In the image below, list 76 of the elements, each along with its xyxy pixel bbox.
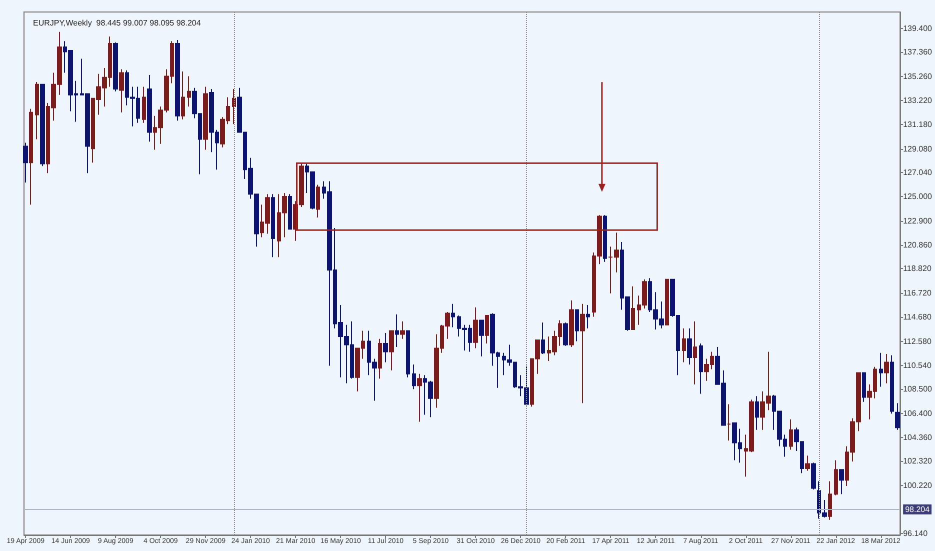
y-tick-label: 139.400 [903, 24, 933, 33]
candlestick [400, 320, 405, 340]
candlestick [699, 343, 703, 394]
y-tick-label: 112.580 [903, 336, 932, 346]
candlestick [693, 320, 697, 385]
candlestick [839, 469, 844, 495]
candlestick [687, 328, 692, 366]
y-tick-label: 118.820 [903, 264, 932, 274]
candlestick [805, 455, 810, 472]
candlestick [271, 194, 275, 258]
candlestick [569, 300, 574, 348]
candlestick [316, 184, 320, 218]
candlestick [29, 108, 33, 206]
candlestick [417, 373, 422, 422]
candlestick [35, 82, 39, 140]
candlestick [389, 330, 394, 371]
candlestick [451, 303, 455, 328]
candlestick [181, 71, 185, 120]
candlestick [147, 74, 152, 142]
candlestick [811, 462, 816, 490]
candlestick [175, 40, 180, 122]
y-tick-label: 110.540 [903, 360, 932, 370]
y-tick-label: 135.260 [903, 72, 933, 82]
candlestick [203, 86, 208, 150]
candlestick [485, 315, 489, 344]
candlestick [580, 303, 585, 404]
y-tick-label: 96.140 [903, 528, 928, 538]
y-tick-label: 120.860 [903, 240, 933, 250]
candlestick [575, 309, 579, 342]
candlestick [232, 88, 236, 125]
candlestick [142, 86, 146, 124]
y-tick-label: 104.360 [903, 432, 933, 442]
y-tick-label: 102.320 [903, 456, 933, 466]
candlestick [879, 352, 883, 388]
y-tick-label: 108.500 [903, 384, 933, 394]
candlestick [119, 68, 124, 113]
candlestick [23, 142, 28, 183]
candlestick [884, 354, 889, 384]
y-tick-label: 114.680 [903, 312, 932, 322]
candlestick [40, 84, 45, 167]
candlestick [862, 372, 866, 402]
candlestick [586, 304, 590, 329]
candlestick [473, 306, 478, 349]
y-tick-label: 127.040 [903, 168, 933, 178]
candlestick [563, 322, 568, 346]
y-tick-label: 129.080 [903, 144, 933, 154]
candlestick [828, 480, 832, 520]
candlestick [288, 194, 292, 230]
candlestick [479, 320, 484, 357]
candlestick [113, 42, 118, 92]
candlestick [789, 418, 793, 450]
candlestick [890, 354, 894, 414]
candlestick [755, 396, 759, 430]
y-tick-label: 137.360 [903, 48, 933, 57]
candlestick [383, 332, 388, 363]
candlestick [395, 314, 399, 348]
y-tick-label: 133.220 [903, 96, 933, 105]
candlestick [834, 460, 838, 496]
candlestick [406, 330, 410, 378]
candlestick [187, 76, 191, 108]
candlestick [603, 214, 607, 262]
candlestick [541, 322, 545, 355]
y-tick-label: 122.900 [903, 216, 933, 226]
candlestick [412, 364, 416, 390]
y-tick-label: 100.220 [903, 481, 933, 490]
ref-line-label: 98.204 [905, 504, 930, 514]
candlestick [727, 404, 731, 441]
y-tick-label: 106.400 [903, 409, 933, 418]
candlestick [665, 278, 669, 326]
candlestick [378, 338, 382, 380]
y-tick-label: 125.000 [903, 192, 933, 201]
text: EURJPY,Weekly 98.445 99.007 98.095 98.204 [33, 18, 202, 28]
candlestick [682, 328, 686, 363]
y-tick-label: 116.720 [903, 288, 932, 298]
y-tick-label: 131.180 [903, 120, 933, 129]
candlestick [631, 286, 635, 330]
